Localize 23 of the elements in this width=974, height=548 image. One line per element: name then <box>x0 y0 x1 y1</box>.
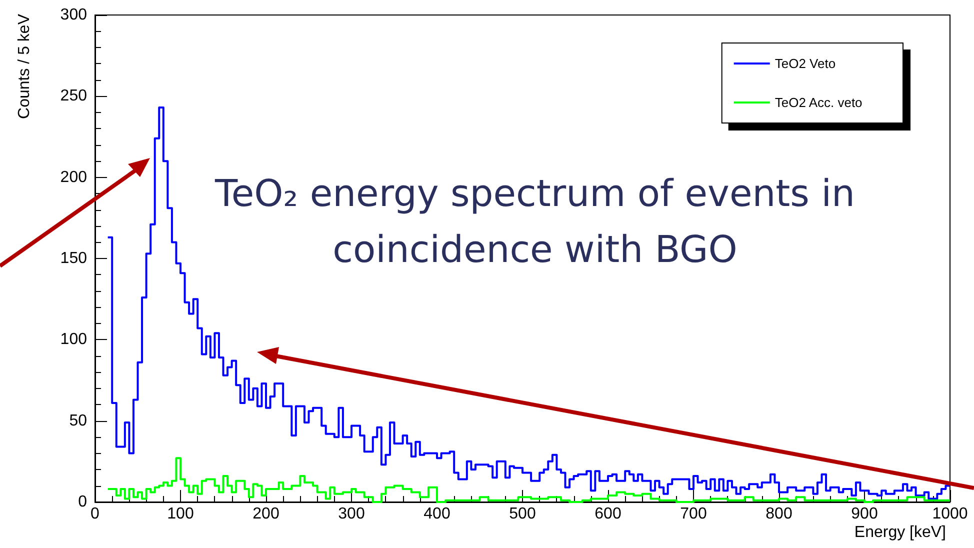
annotation: TeO₂ energy spectrum of events in coincidence with BGO <box>214 171 856 273</box>
legend-label: TeO2 Acc. veto <box>774 95 862 110</box>
x-tick-label: 300 <box>338 506 365 522</box>
x-tick-label: 200 <box>252 506 280 522</box>
x-tick-label: 600 <box>594 506 622 522</box>
x-tick-label: 1000 <box>932 506 968 522</box>
y-tick-label: 250 <box>60 88 88 105</box>
legend-label: TeO2 Veto <box>774 56 836 71</box>
y-tick-label: 100 <box>60 331 88 348</box>
y-tick-label: 300 <box>60 6 88 24</box>
x-tick-label: 800 <box>766 506 792 522</box>
x-tick-label: 500 <box>509 506 536 522</box>
y-tick-label: 150 <box>60 250 88 267</box>
x-tick-label: 100 <box>167 506 194 522</box>
x-tick-label: 0 <box>90 506 100 522</box>
y-tick-label: 50 <box>69 412 88 430</box>
y-tick-label: 0 <box>78 494 88 510</box>
x-tick-label: 900 <box>851 506 878 522</box>
x-tick-label: 700 <box>680 506 707 522</box>
y-axis-title: Counts / 5 keV <box>16 14 34 119</box>
x-tick-label: 400 <box>424 506 450 522</box>
y-tick-label: 200 <box>60 168 88 186</box>
x-axis-title: Energy [keV] <box>854 524 946 542</box>
